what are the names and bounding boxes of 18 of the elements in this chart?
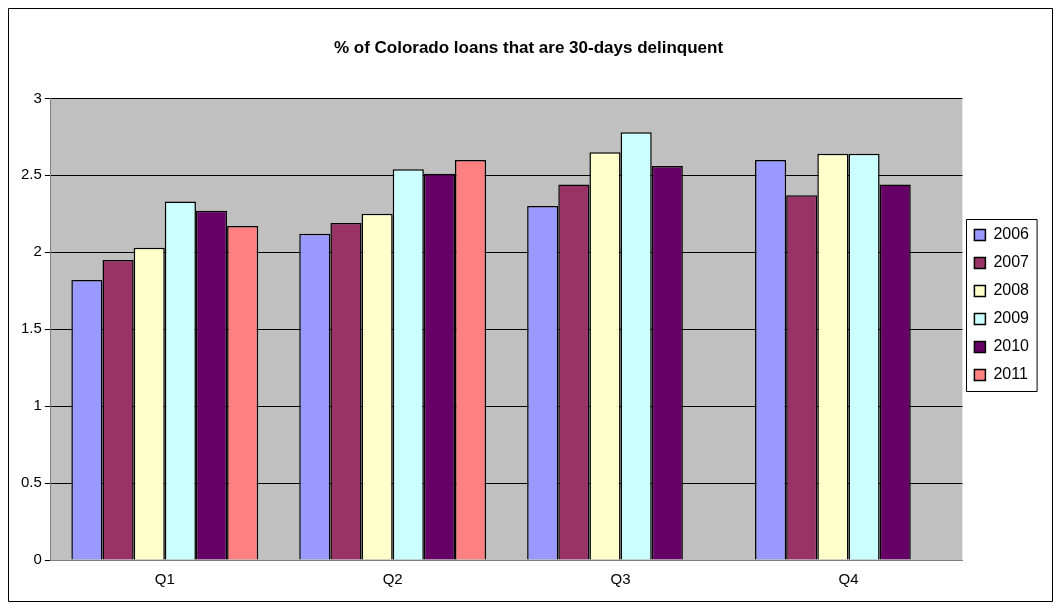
legend-label: 2008 <box>993 281 1030 299</box>
y-tick-label: 3 <box>33 88 42 106</box>
x-tick-label: Q4 <box>838 570 859 588</box>
y-tick-label: 2 <box>33 242 42 260</box>
x-tick-label: Q2 <box>382 570 403 588</box>
y-tick-label: 0.5 <box>20 473 42 491</box>
legend-label: 2011 <box>993 365 1028 383</box>
legend-label: 2009 <box>993 309 1030 327</box>
legend-label: 2010 <box>993 337 1030 355</box>
y-tick-label: 2.5 <box>20 165 42 183</box>
y-tick-label: 0 <box>33 550 42 568</box>
legend-label: 2007 <box>993 253 1030 271</box>
y-tick-label: 1.5 <box>20 319 42 337</box>
x-tick-label: Q1 <box>154 570 175 588</box>
x-tick-label: Q3 <box>610 570 631 588</box>
chart-title: % of Colorado loans that are 30-days delinquent <box>333 37 724 57</box>
y-tick-label: 1 <box>33 396 42 414</box>
legend-label: 2006 <box>993 225 1030 243</box>
